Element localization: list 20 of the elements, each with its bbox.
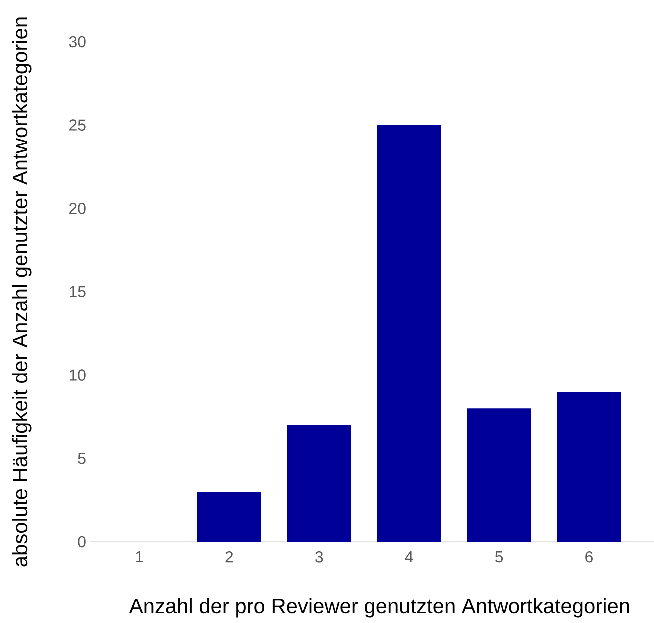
x-tick-label: 3 xyxy=(316,552,324,563)
y-tick-label: 15 xyxy=(70,286,86,298)
x-tick-label: 1 xyxy=(136,552,144,562)
bar xyxy=(287,425,352,542)
x-tick-label: 4 xyxy=(405,552,414,562)
y-tick-label: 25 xyxy=(70,120,86,131)
bar xyxy=(467,408,532,542)
bar xyxy=(197,492,262,542)
x-axis-title: Anzahl der pro Reviewer genutzten Antwortkategorien xyxy=(129,598,630,618)
x-tick-label: 5 xyxy=(496,552,504,563)
y-tick-label: 10 xyxy=(70,370,86,381)
y-tick-label: 5 xyxy=(78,453,86,464)
y-tick-label: 30 xyxy=(69,36,86,48)
bar xyxy=(377,125,442,542)
x-tick-label: 2 xyxy=(226,552,234,563)
x-tick-label: 6 xyxy=(586,552,593,563)
y-tick-label: 20 xyxy=(70,203,86,214)
y-axis-title: absolute Häufigkeit der Anzahl genutzter Antwortkategorien xyxy=(12,18,32,567)
bar xyxy=(557,392,622,542)
y-tick-label: 0 xyxy=(78,536,86,548)
